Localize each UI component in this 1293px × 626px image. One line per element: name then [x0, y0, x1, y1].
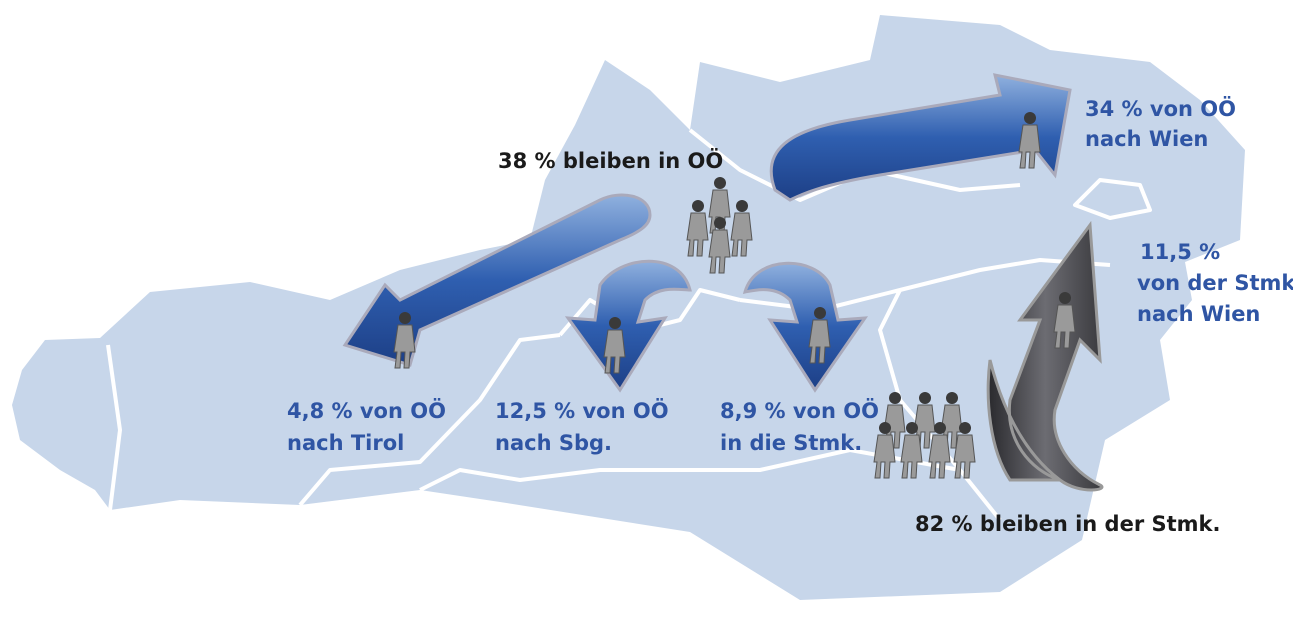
- label: von der Stmk.: [1137, 271, 1293, 295]
- label: 12,5 % von OÖ: [495, 398, 669, 423]
- label: 4,8 % von OÖ: [287, 398, 446, 423]
- label: nach Wien: [1085, 127, 1208, 151]
- label: 82 % bleiben in der Stmk.: [915, 512, 1220, 536]
- label: nach Tirol: [287, 431, 404, 455]
- label: nach Sbg.: [495, 431, 612, 455]
- arrow-to-wien: [769, 73, 1072, 202]
- arrows: [342, 73, 1104, 492]
- label: in die Stmk.: [720, 431, 862, 455]
- arrow-to-tirol: [342, 193, 652, 367]
- label: 34 % von OÖ: [1085, 96, 1236, 121]
- arrow-stmk-to-wien: [986, 220, 1104, 492]
- label: 8,9 % von OÖ: [720, 398, 879, 423]
- arrow-to-stmk: [742, 261, 869, 393]
- label: 38 % bleiben in OÖ: [498, 148, 723, 173]
- label: 11,5 %: [1140, 240, 1220, 264]
- label: nach Wien: [1137, 302, 1260, 326]
- labels: 38 % bleiben in OÖ 34 % von OÖ nach Wien…: [287, 96, 1293, 536]
- arrow-to-sbg: [564, 259, 692, 393]
